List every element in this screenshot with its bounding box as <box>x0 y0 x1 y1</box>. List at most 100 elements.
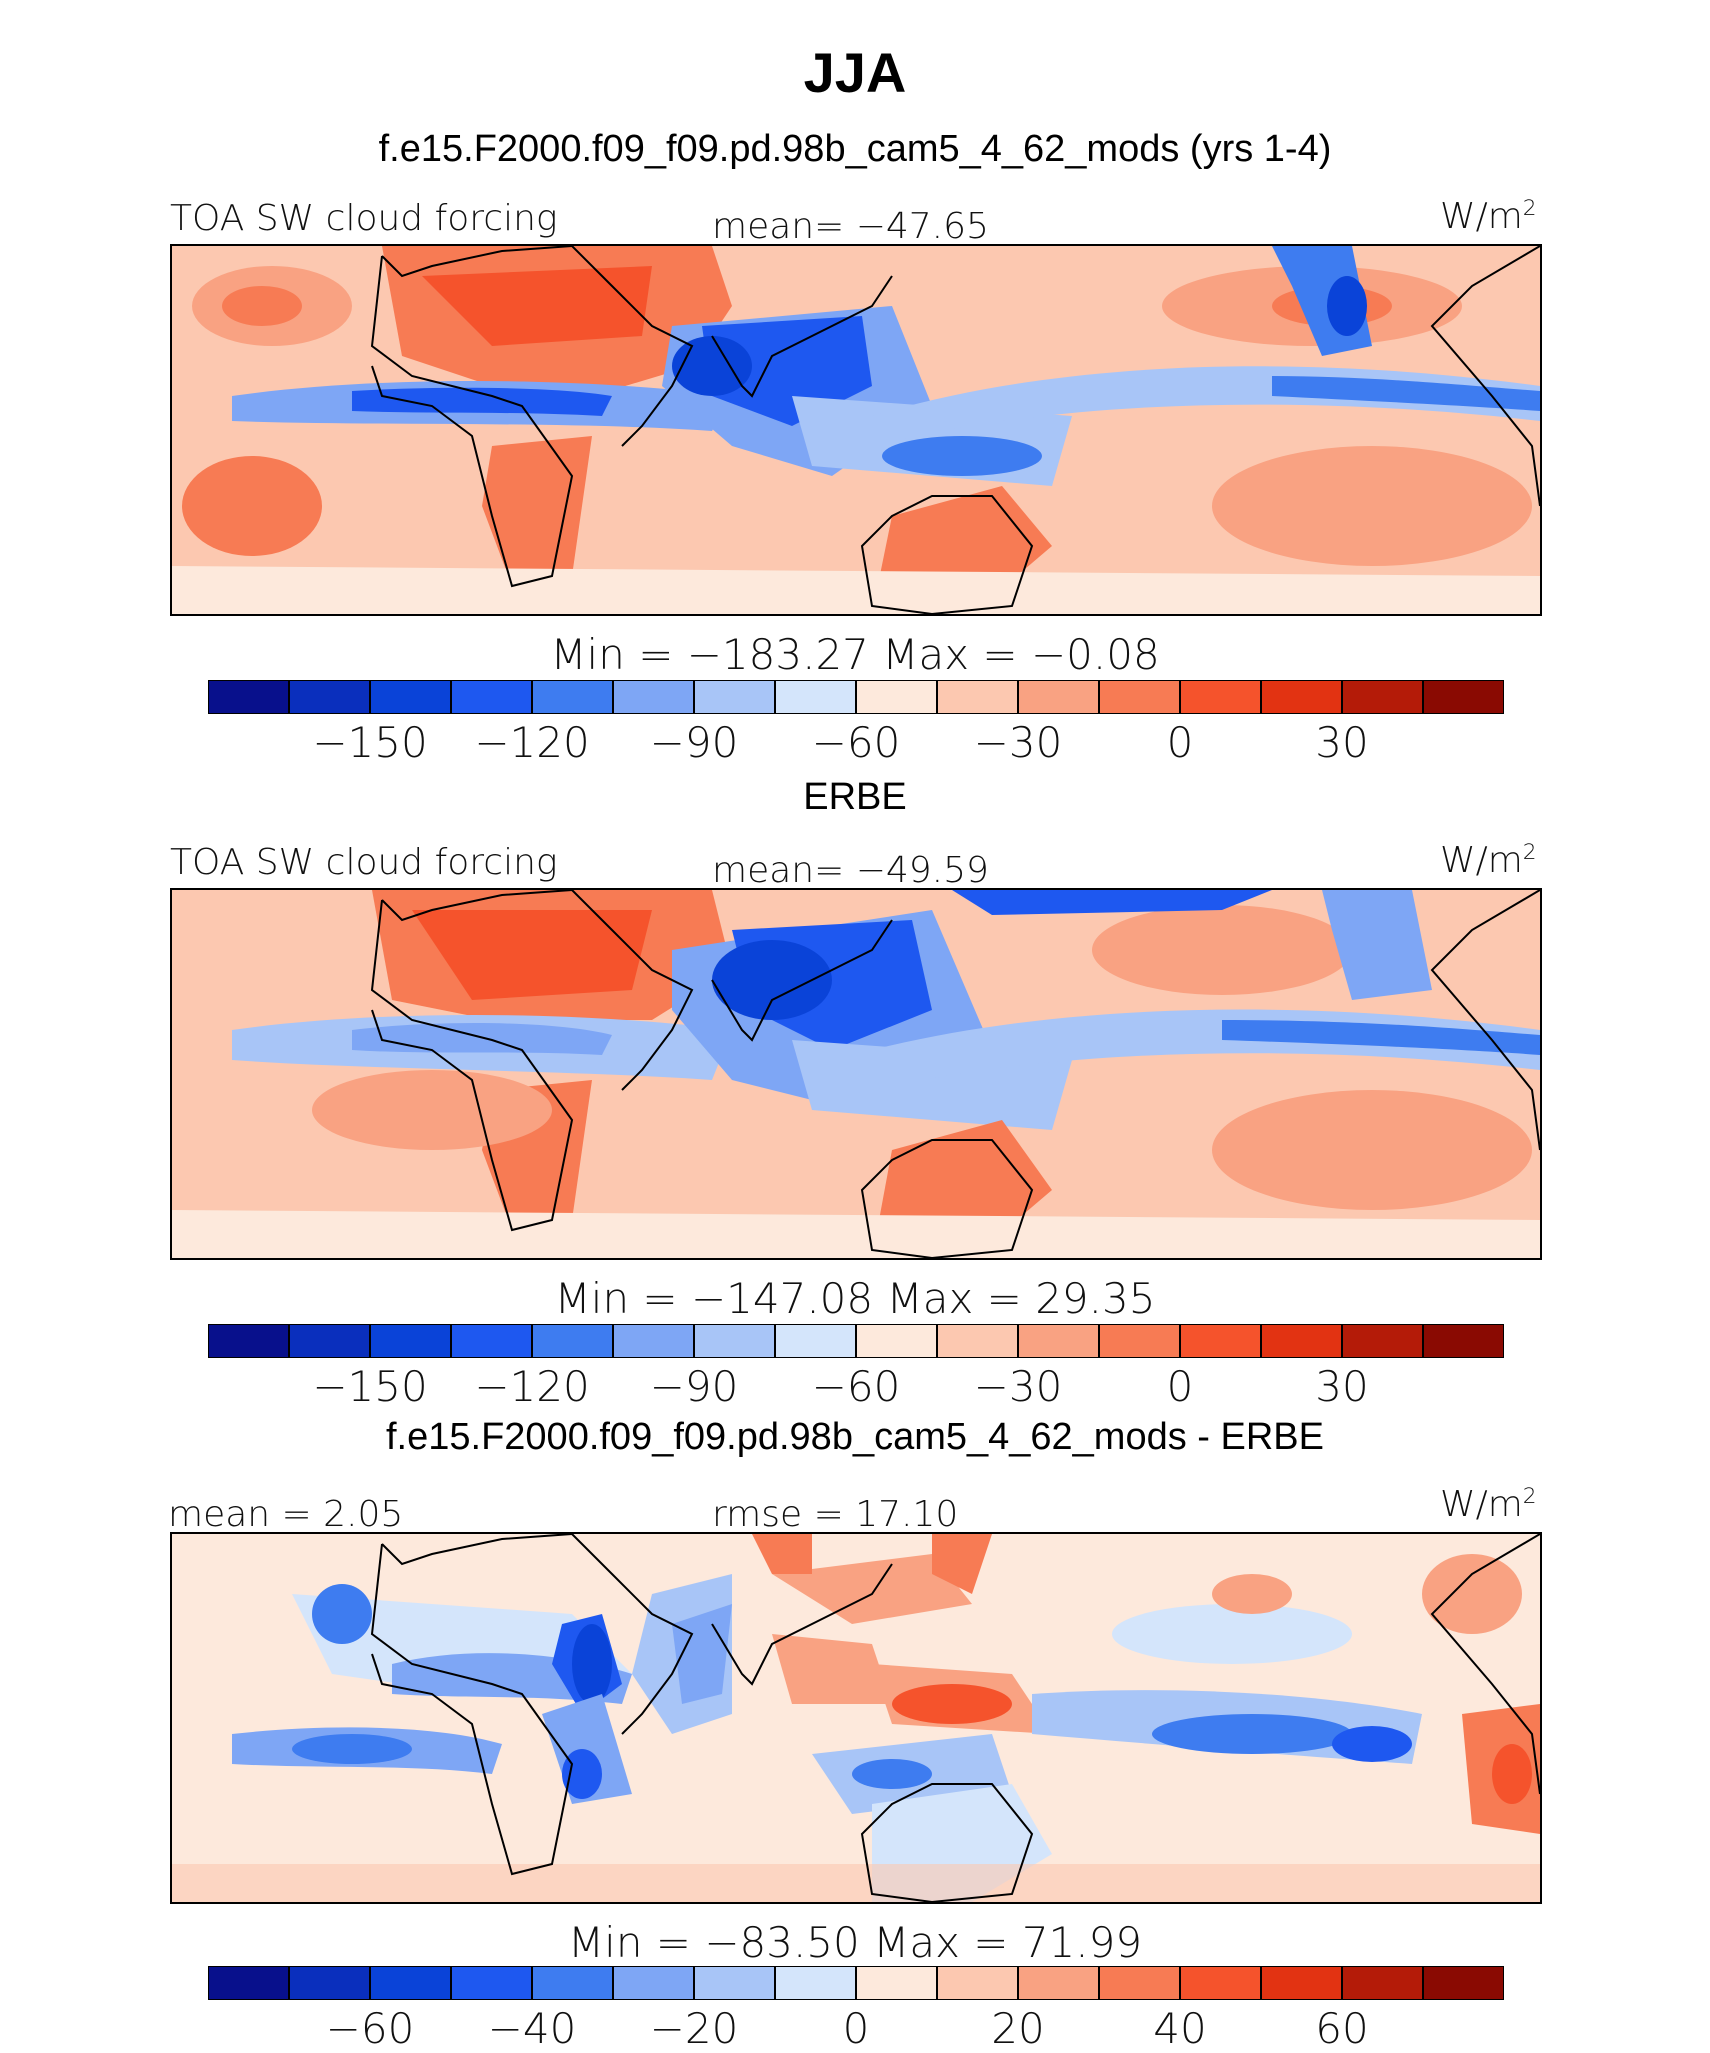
colorbar-segment <box>450 1324 533 1358</box>
colorbar-tick-label: −30 <box>973 1362 1063 1411</box>
colorbar-segment <box>531 1324 614 1358</box>
colorbar-segment <box>1179 1324 1262 1358</box>
colorbar-segment <box>1260 1324 1343 1358</box>
panel2-min-max: Min = −147.08 Max = 29.35 <box>554 1274 1156 1323</box>
colorbar-tick-label: 20 <box>991 2004 1045 2053</box>
panel2-title: ERBE <box>803 776 907 818</box>
panel3-colorbar <box>208 1966 1504 2000</box>
colorbar-segment <box>774 680 857 714</box>
panel3-min-max: Min = −83.50 Max = 71.99 <box>567 1918 1143 1967</box>
panel1-colorbar <box>208 680 1504 714</box>
panel3-rmse-label: rmse = 17.10 <box>712 1494 959 1535</box>
panel1-units-sup: 2 <box>1522 196 1537 221</box>
colorbar-segment <box>936 1966 1019 2000</box>
colorbar-tick-label: −20 <box>649 2004 739 2053</box>
colorbar-tick-label: −60 <box>325 2004 415 2053</box>
colorbar-segment <box>1098 1324 1181 1358</box>
colorbar-segment <box>450 680 533 714</box>
colorbar-segment <box>774 1324 857 1358</box>
colorbar-tick-label: 30 <box>1315 718 1369 767</box>
panel2-mean-label: mean= −49.59 <box>712 850 989 891</box>
panel3-units-sup: 2 <box>1522 1484 1537 1509</box>
colorbar-tick-label: −120 <box>474 1362 590 1411</box>
colorbar-tick-label: −120 <box>474 718 590 767</box>
colorbar-tick-label: 0 <box>842 2004 870 2053</box>
colorbar-segment <box>612 1966 695 2000</box>
panel3-mean-label: mean = 2.05 <box>168 1494 404 1535</box>
colorbar-tick-label: 30 <box>1315 1362 1369 1411</box>
colorbar-segment <box>1341 680 1424 714</box>
colorbar-segment <box>693 1324 776 1358</box>
colorbar-tick-label: 0 <box>1166 1362 1194 1411</box>
colorbar-segment <box>1422 680 1504 714</box>
colorbar-segment <box>1341 1966 1424 2000</box>
colorbar-segment <box>1260 1966 1343 2000</box>
panel1-title: f.e15.F2000.f09_f09.pd.98b_cam5_4_62_mod… <box>378 128 1332 170</box>
colorbar-segment <box>288 680 371 714</box>
colorbar-segment <box>693 680 776 714</box>
colorbar-segment <box>1341 1324 1424 1358</box>
colorbar-segment <box>1098 1966 1181 2000</box>
panel1-units: W/m2 <box>1440 196 1537 237</box>
colorbar-segment <box>1017 1966 1100 2000</box>
colorbar-tick-label: −60 <box>811 1362 901 1411</box>
colorbar-segment <box>208 1324 290 1358</box>
panel2-variable-label: TOA SW cloud forcing <box>170 842 558 883</box>
colorbar-segment <box>1017 680 1100 714</box>
colorbar-tick-label: 40 <box>1153 2004 1207 2053</box>
panel1-variable-label: TOA SW cloud forcing <box>170 198 558 239</box>
colorbar-segment <box>612 1324 695 1358</box>
panel3-units-base: W/m <box>1440 1484 1523 1525</box>
colorbar-segment <box>288 1324 371 1358</box>
colorbar-tick-label: −150 <box>312 718 428 767</box>
colorbar-segment <box>1179 1966 1262 2000</box>
panel2-map-svg <box>172 890 1540 1258</box>
colorbar-segment <box>208 1966 290 2000</box>
colorbar-segment <box>369 680 452 714</box>
panel3-units: W/m2 <box>1440 1484 1537 1525</box>
panel1-map-svg <box>172 246 1540 614</box>
colorbar-segment <box>288 1966 371 2000</box>
colorbar-segment <box>531 680 614 714</box>
colorbar-tick-label: −30 <box>973 718 1063 767</box>
colorbar-segment <box>612 680 695 714</box>
panel3-title: f.e15.F2000.f09_f09.pd.98b_cam5_4_62_mod… <box>386 1416 1324 1458</box>
colorbar-tick-label: −90 <box>649 718 739 767</box>
panel1-map <box>170 244 1542 616</box>
colorbar-segment <box>1179 680 1262 714</box>
colorbar-segment <box>369 1324 452 1358</box>
colorbar-segment <box>693 1966 776 2000</box>
panel3-map-svg <box>172 1534 1540 1902</box>
colorbar-segment <box>936 680 1019 714</box>
colorbar-segment <box>1098 680 1181 714</box>
panel2-units-sup: 2 <box>1522 840 1537 865</box>
colorbar-segment <box>450 1966 533 2000</box>
colorbar-segment <box>774 1966 857 2000</box>
colorbar-segment <box>369 1966 452 2000</box>
panel2-units-base: W/m <box>1440 840 1523 881</box>
colorbar-tick-label: 60 <box>1315 2004 1369 2053</box>
panel1-units-base: W/m <box>1440 196 1523 237</box>
colorbar-tick-label: −60 <box>811 718 901 767</box>
colorbar-segment <box>1422 1324 1504 1358</box>
colorbar-tick-label: 0 <box>1166 718 1194 767</box>
colorbar-segment <box>1260 680 1343 714</box>
panel1-mean-label: mean= −47.65 <box>712 206 989 247</box>
colorbar-segment <box>855 1324 938 1358</box>
panel2-map <box>170 888 1542 1260</box>
panel3-map <box>170 1532 1542 1904</box>
colorbar-tick-label: −40 <box>487 2004 577 2053</box>
colorbar-tick-label: −150 <box>312 1362 428 1411</box>
colorbar-segment <box>855 1966 938 2000</box>
colorbar-segment <box>855 680 938 714</box>
panel1-min-max: Min = −183.27 Max = −0.08 <box>550 630 1160 679</box>
colorbar-segment <box>208 680 290 714</box>
colorbar-segment <box>531 1966 614 2000</box>
colorbar-segment <box>936 1324 1019 1358</box>
figure-title: JJA <box>803 41 907 104</box>
colorbar-segment <box>1422 1966 1504 2000</box>
colorbar-tick-label: −90 <box>649 1362 739 1411</box>
panel2-units: W/m2 <box>1440 840 1537 881</box>
colorbar-segment <box>1017 1324 1100 1358</box>
panel2-colorbar <box>208 1324 1504 1358</box>
